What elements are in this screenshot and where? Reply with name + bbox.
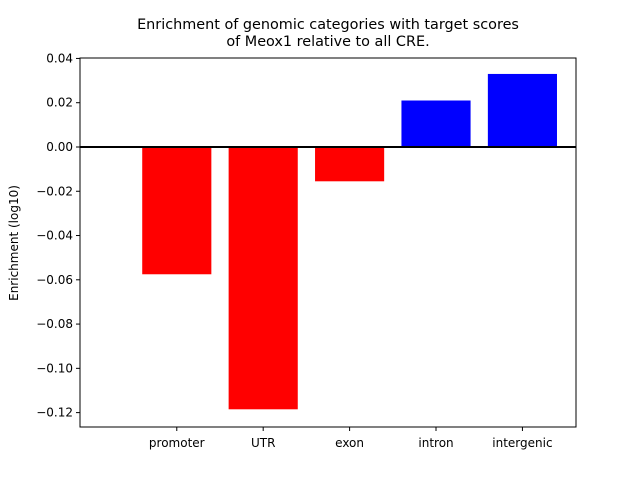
y-tick-label: −0.10: [36, 361, 73, 375]
y-tick-label: −0.06: [36, 273, 73, 287]
x-tick-label-intron: intron: [418, 436, 453, 450]
chart-title-line-2: of Meox1 relative to all CRE.: [226, 34, 430, 50]
y-tick-label: 0.02: [46, 96, 73, 110]
x-tick-label-UTR: UTR: [251, 436, 275, 450]
y-tick-label: −0.12: [36, 406, 73, 420]
y-tick-label: −0.08: [36, 317, 73, 331]
bar-intron: [401, 100, 471, 147]
y-tick-label: −0.04: [36, 229, 73, 243]
bar-promoter: [142, 146, 212, 275]
y-tick-label: −0.02: [36, 184, 73, 198]
y-tick-label: 0.04: [46, 51, 73, 65]
y-tick-label: 0.00: [46, 140, 73, 154]
chart-title-line-1: Enrichment of genomic categories with ta…: [137, 17, 519, 33]
y-ticks-group: 0.04 0.02 0.00 −0.02 −0.04 −0.06 −0.08 −0.10 −0.…: [36, 51, 80, 420]
x-tick-label-promoter: promoter: [149, 436, 205, 450]
x-tick-label-exon: exon: [335, 436, 364, 450]
bar-intergenic: [487, 73, 557, 147]
bar-UTR: [228, 146, 298, 410]
bars-group: [142, 73, 557, 410]
bar-exon: [315, 146, 385, 182]
x-ticks-group: promoter UTR exon intron intergenic: [149, 427, 553, 450]
x-tick-label-intergenic: intergenic: [492, 436, 552, 450]
axes-frame: [79, 57, 577, 428]
